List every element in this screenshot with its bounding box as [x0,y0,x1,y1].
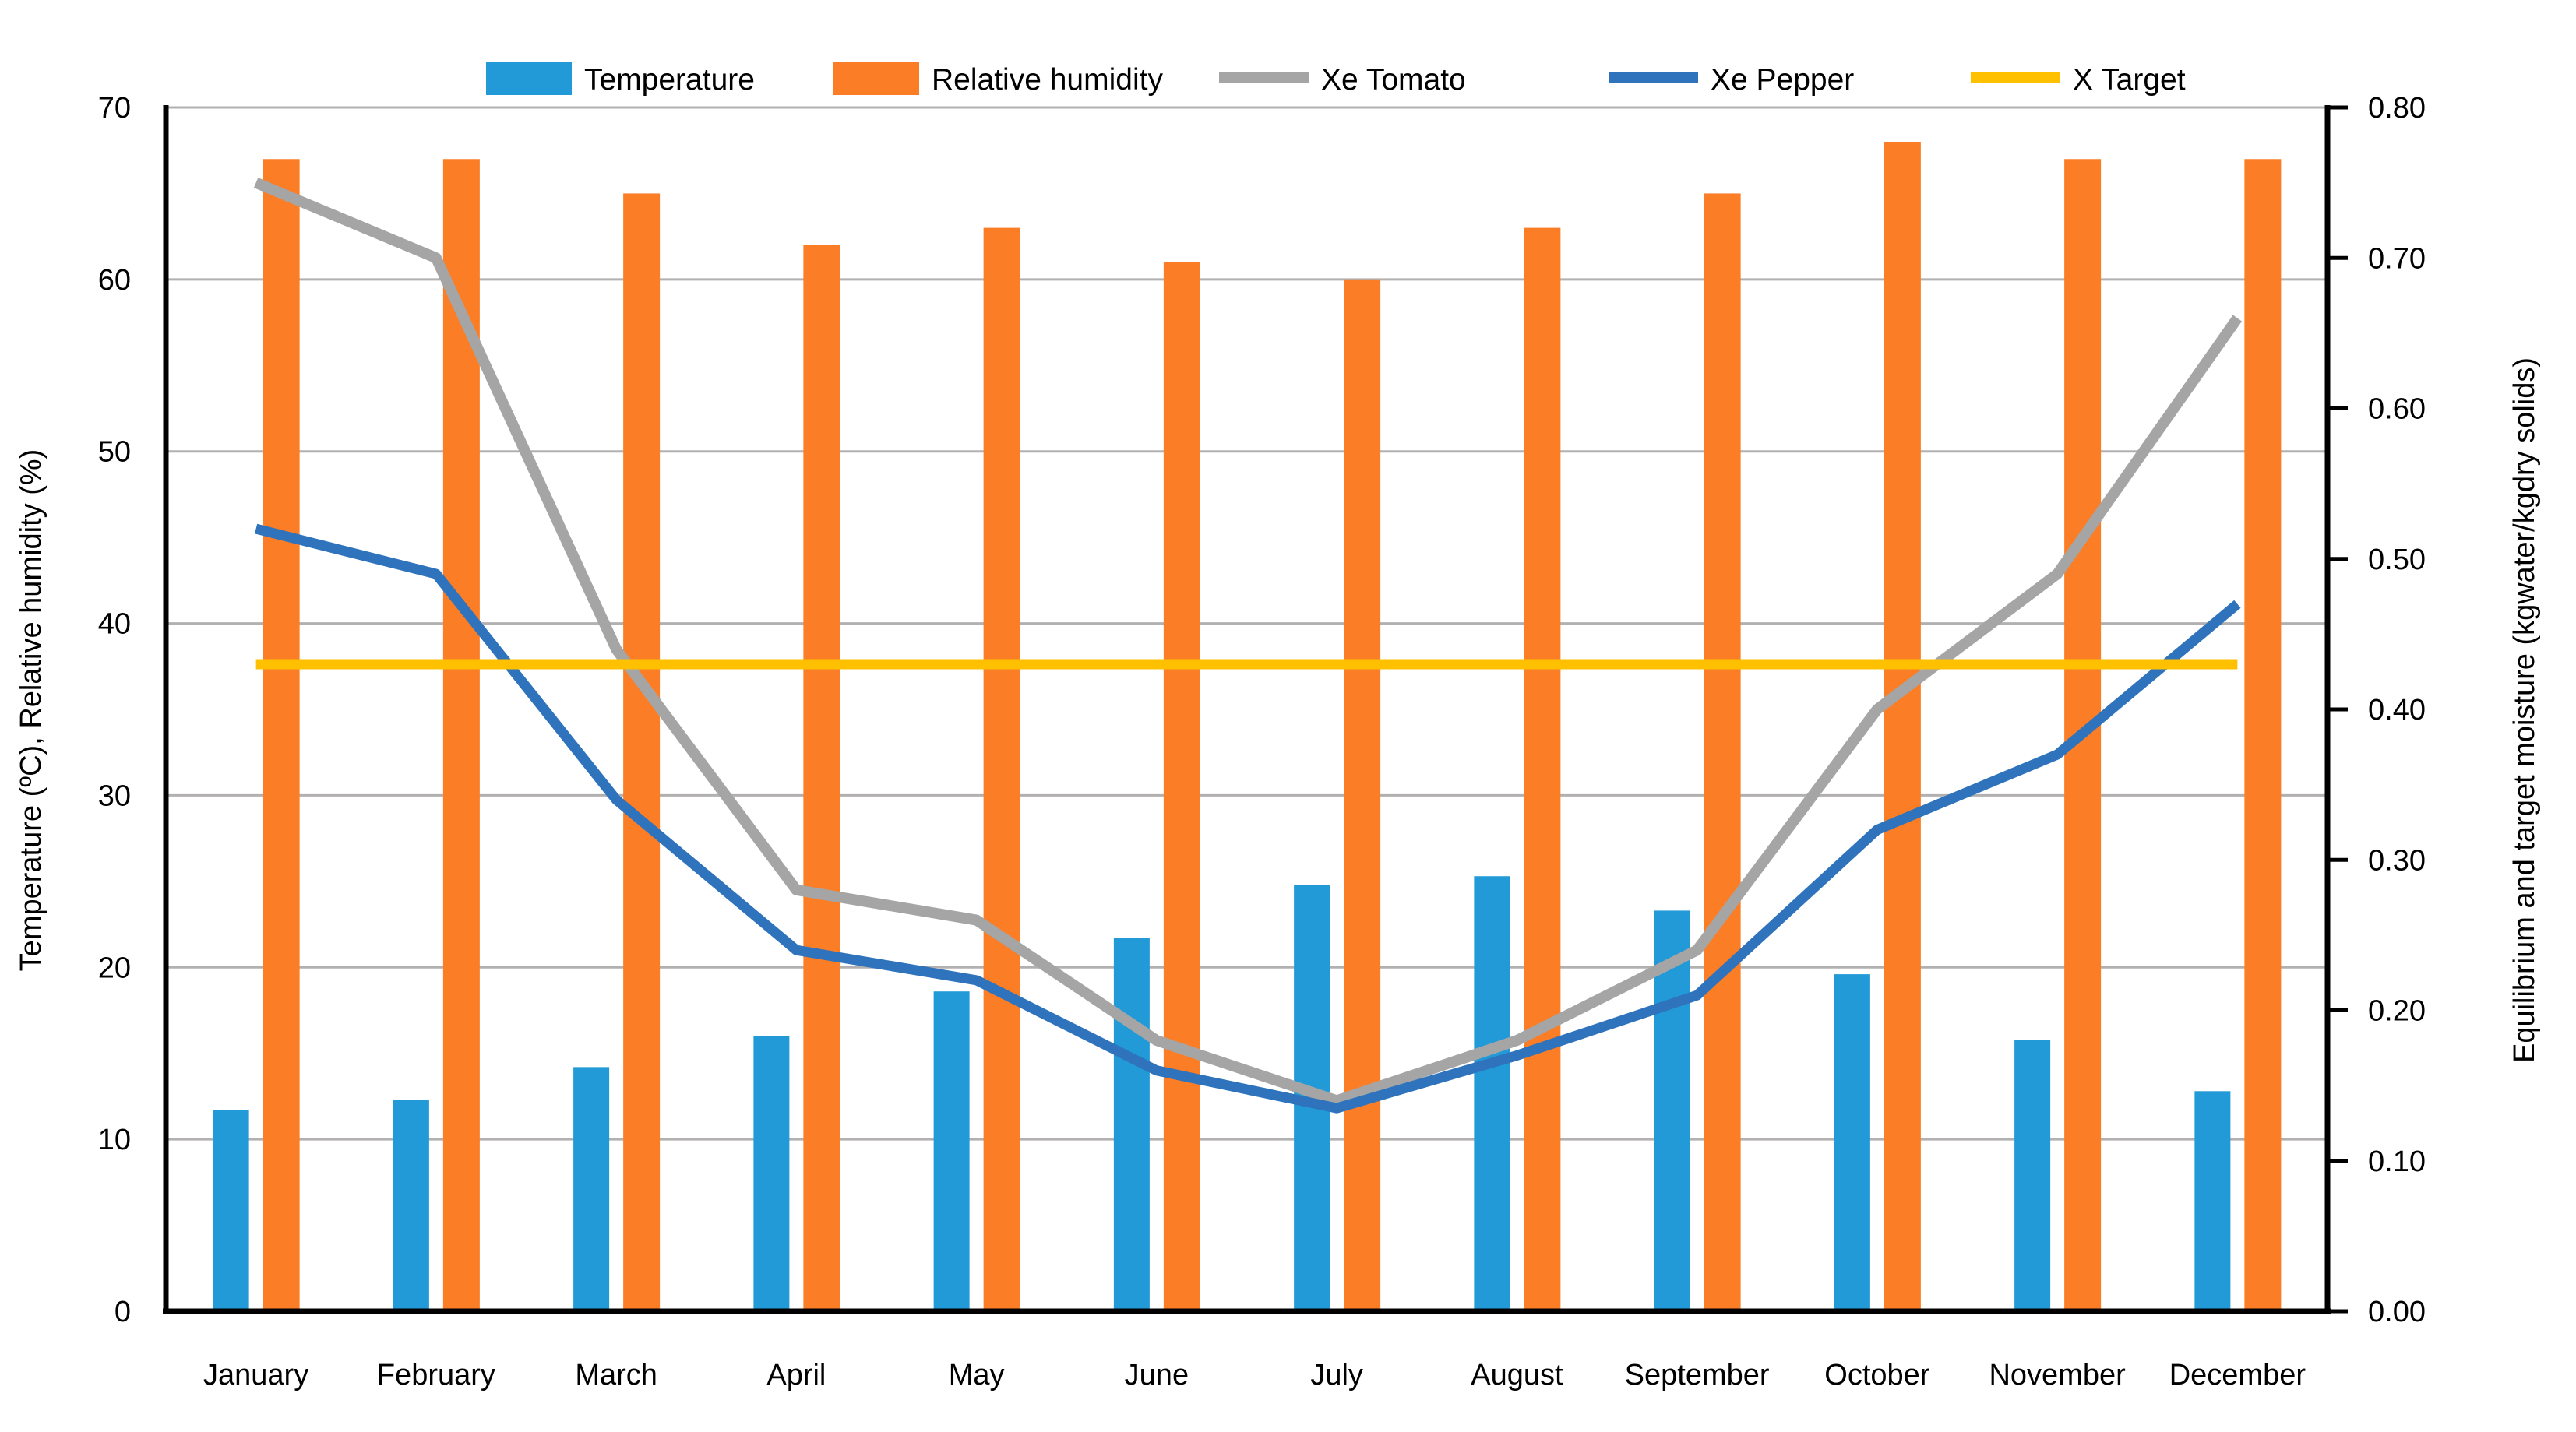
legend-label: Xe Pepper [1711,63,1854,97]
left-axis-tick-label: 50 [98,436,131,469]
month-label: July [1310,1359,1363,1392]
humidity-bar [1884,142,1921,1312]
month-label: April [766,1359,826,1392]
temperature-bar [213,1110,249,1311]
xe-tomato-line [253,178,2243,1107]
left-axis-tick-label: 20 [98,952,131,984]
left-axis-tick-label: 40 [98,608,131,641]
temperature-bar [1834,974,1870,1311]
month-label: October [1824,1359,1930,1392]
left-axis-tick-label: 30 [98,779,131,812]
right-axis-tick-label: 0.80 [2368,92,2426,125]
xe-tomato-line-swatch [1219,72,1309,83]
humidity-bar [983,227,1020,1312]
humidity-bar [623,193,661,1311]
humidity-bar [1344,279,1381,1311]
temperature-bar [2194,1091,2231,1311]
left-axis-title: Temperature (ºC), Relative humidity (%) [15,449,48,972]
month-label: May [949,1359,1005,1392]
temperature-bar [2014,1040,2051,1311]
legend-item-xe-tomato: Xe Tomato [1219,63,1466,97]
temperature-bar [393,1100,429,1311]
legend-label: Relative humidity [932,63,1163,97]
humidity-swatch [833,62,919,95]
right-axis-tick-label: 0.50 [2368,544,2426,576]
legend-label: Temperature [584,63,755,97]
month-label: August [1471,1359,1563,1392]
month-label: September [1625,1359,1770,1392]
legend-label: Xe Tomato [1321,63,1466,97]
temperature-bar [1474,876,1510,1311]
temperature-bar [1113,938,1150,1311]
humidity-bar [803,245,840,1312]
right-axis-tick-label: 0.00 [2368,1296,2426,1328]
month-label: January [203,1359,308,1392]
left-axis-tick-label: 10 [98,1124,131,1156]
legend-label: X Target [2073,63,2186,97]
month-label: February [377,1359,495,1392]
legend-item-temperature: Temperature [486,62,755,97]
month-label: November [1989,1359,2126,1392]
legend-item-relative-humidity: Relative humidity [833,62,1163,97]
temperature-bar [753,1036,790,1311]
right-axis-tick-label: 0.20 [2368,995,2426,1028]
temperature-bar [933,991,970,1311]
right-axis-title: Equilibrium and target moisture (kgwater… [2508,357,2541,1063]
left-axis-tick-label: 60 [98,264,131,297]
left-axis-tick-label: 0 [115,1296,131,1328]
x-target-line-swatch [1971,72,2060,83]
legend-item-x-target: X Target [1971,63,2186,97]
temperature-swatch [486,62,572,95]
month-label: December [2169,1359,2306,1392]
humidity-bar [263,159,300,1312]
humidity-bar [1163,262,1200,1311]
bars-layer [213,142,2282,1312]
right-axis-tick-label: 0.70 [2368,242,2426,275]
right-axis-tick-label: 0.40 [2368,694,2426,727]
temperature-bar [1654,910,1690,1311]
humidity-bar [2244,159,2282,1312]
month-label: June [1125,1359,1189,1392]
left-axis-tick-label: 70 [98,92,131,125]
legend: Temperature Relative humidity Xe Tomato … [486,62,2186,97]
legend-item-xe-pepper: Xe Pepper [1609,63,1854,97]
xe-pepper-line-swatch [1609,72,1698,83]
temperature-bar [573,1067,610,1311]
xe-pepper-line [255,523,2241,1114]
humidity-bar [1524,227,1561,1312]
right-axis-tick-label: 0.60 [2368,393,2426,426]
tick-labels-layer: 0 10 20 30 40 50 60 70 0.00 0.10 0.20 0.30 0.40 0.50 0… [98,92,2426,1392]
lines-layer [253,178,2243,1114]
right-axis-tick-label: 0.30 [2368,844,2426,877]
right-axis-tick-label: 0.10 [2368,1145,2426,1178]
month-label: March [575,1359,657,1392]
humidity-bar [1704,193,1741,1311]
gridlines-layer [166,106,2328,1141]
axes-layer [163,105,2331,1314]
